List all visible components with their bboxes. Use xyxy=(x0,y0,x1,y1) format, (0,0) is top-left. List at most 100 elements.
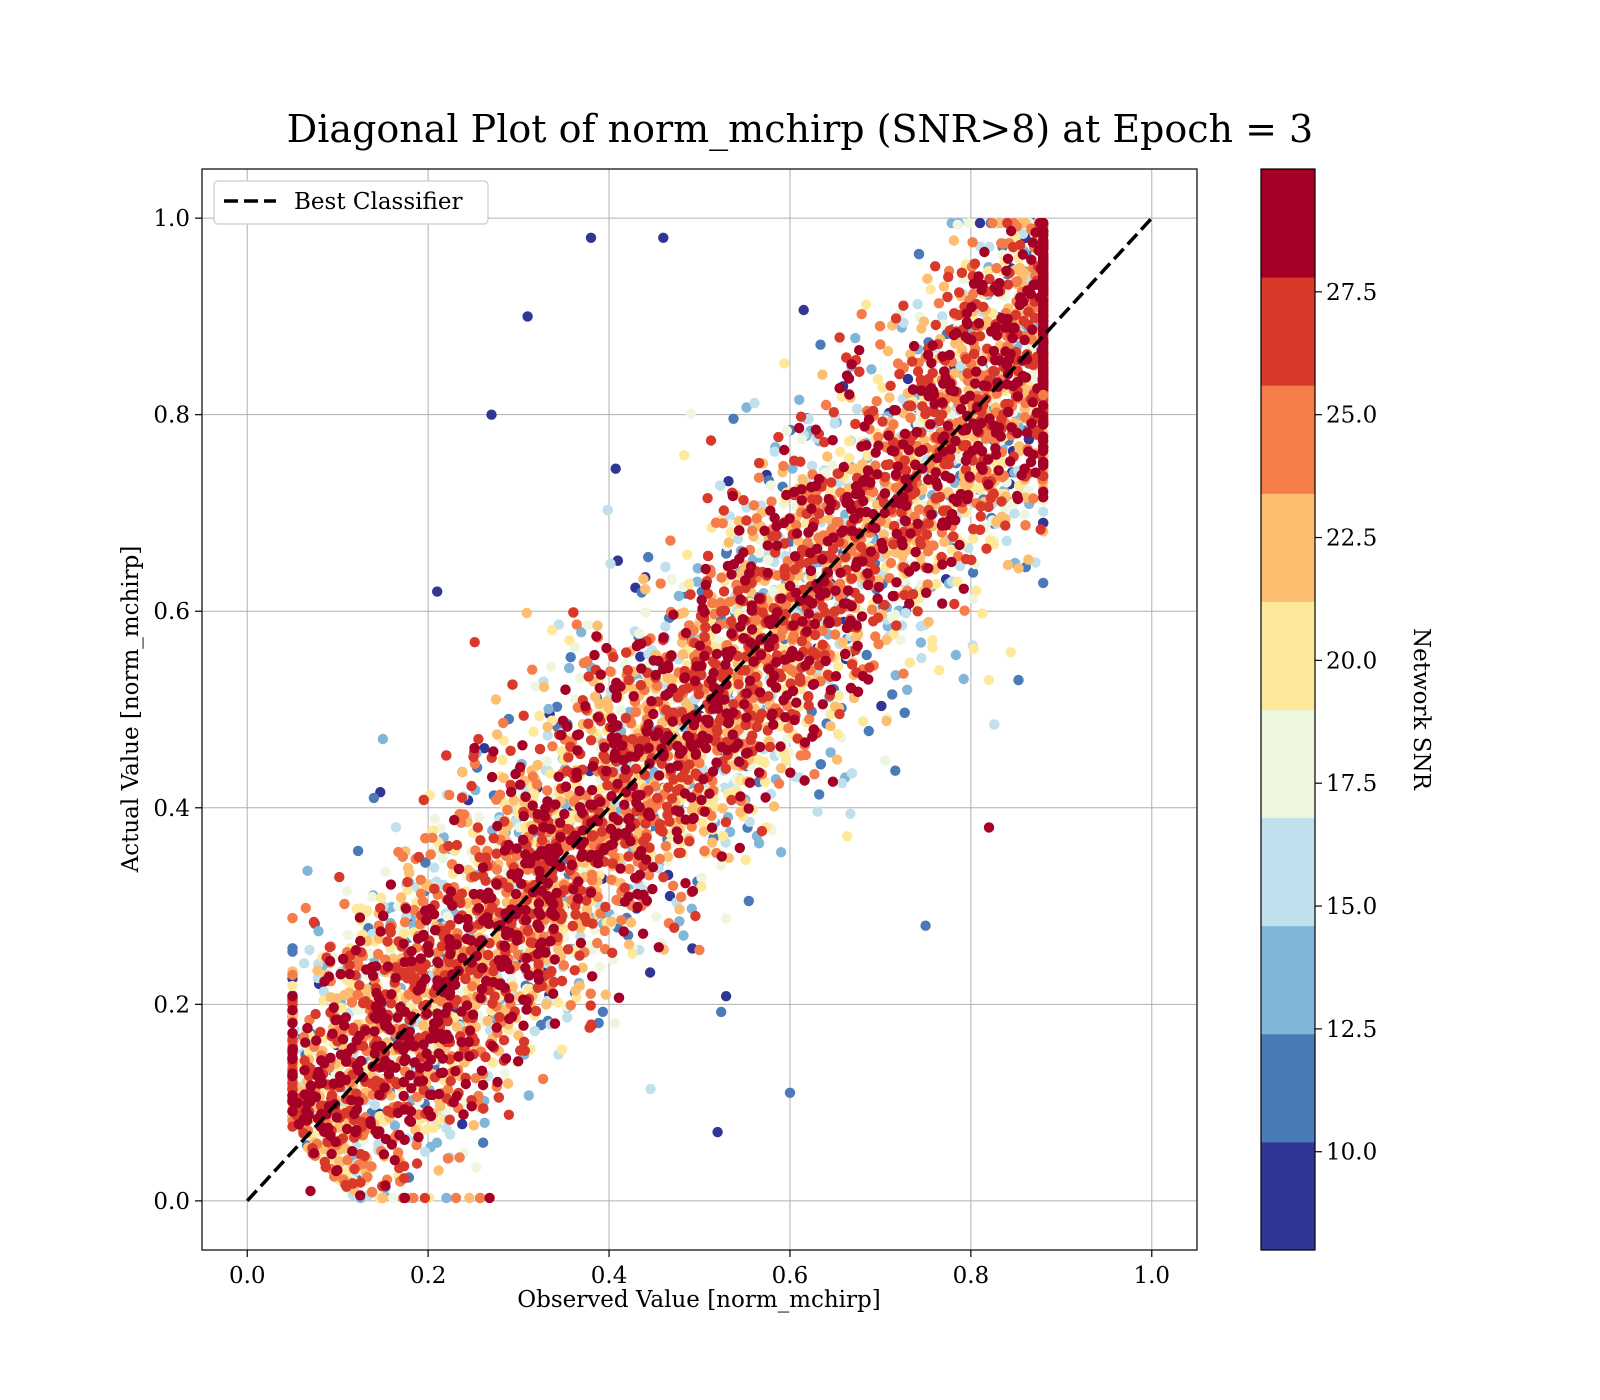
scatter-point xyxy=(768,801,780,812)
scatter-point xyxy=(871,396,882,407)
scatter-point xyxy=(490,694,502,705)
scatter-point xyxy=(640,584,651,595)
scatter-point xyxy=(913,248,925,260)
scatter-point xyxy=(952,576,963,587)
scatter-point xyxy=(429,862,440,873)
scatter-point xyxy=(741,402,752,413)
scatter-point xyxy=(723,537,734,548)
scatter-point xyxy=(817,369,828,380)
scatter-point xyxy=(694,944,705,956)
scatter-point xyxy=(352,845,364,857)
scatter-point xyxy=(441,1122,452,1134)
scatter-point xyxy=(885,557,897,569)
scatter-point xyxy=(916,652,927,664)
scatter-point xyxy=(451,1021,462,1032)
scatter-point xyxy=(861,649,872,661)
scatter-point xyxy=(609,1017,621,1029)
scatter-point xyxy=(546,624,558,636)
scatter-point xyxy=(699,845,710,857)
scatter-point xyxy=(833,690,844,701)
scatter-point xyxy=(991,263,1002,274)
scatter-point xyxy=(815,339,826,350)
scatter-point xyxy=(963,217,974,229)
scatter-point xyxy=(399,928,410,939)
scatter-point xyxy=(562,1012,573,1023)
scatter-point xyxy=(768,586,779,597)
scatter-point xyxy=(904,657,915,668)
scatter-point xyxy=(806,460,818,472)
scatter-point xyxy=(427,832,438,843)
scatter-point xyxy=(487,1057,498,1068)
scatter-point xyxy=(494,789,506,800)
scatter-point xyxy=(377,1192,388,1204)
scatter-point xyxy=(610,463,621,474)
scatter-point xyxy=(876,700,887,712)
scatter-point xyxy=(769,446,780,457)
scatter-point xyxy=(393,846,404,858)
scatter-point xyxy=(1001,535,1012,547)
scatter-point xyxy=(902,684,913,695)
scatter-point xyxy=(403,867,415,879)
scatter-point xyxy=(696,872,707,884)
scatter-point xyxy=(390,822,402,833)
scatter-point xyxy=(748,500,760,511)
scatter-point xyxy=(429,813,441,825)
scatter-point xyxy=(971,585,982,596)
scatter-point xyxy=(937,311,948,322)
scatter-point xyxy=(651,911,662,922)
scatter-point xyxy=(627,683,639,694)
scatter-point xyxy=(342,1155,353,1166)
scatter-point xyxy=(585,988,596,999)
scatter-point xyxy=(332,993,343,1004)
scatter-point xyxy=(552,997,564,1008)
scatter-point xyxy=(858,716,869,727)
scatter-point xyxy=(728,413,739,424)
scatter-point xyxy=(434,1114,445,1125)
scatter-point xyxy=(749,397,760,409)
scatter-point xyxy=(298,958,310,969)
scatter-point xyxy=(814,789,825,800)
chart-title: Diagonal Plot of norm_mchirp (SNR>8) at … xyxy=(287,107,1313,152)
scatter-point xyxy=(380,866,391,878)
scatter-point xyxy=(923,616,934,628)
scatter-point xyxy=(312,965,323,976)
scatter-point xyxy=(417,896,428,907)
scatter-point xyxy=(342,886,353,897)
scatter-point xyxy=(753,838,765,849)
scatter-point xyxy=(991,516,1002,527)
scatter-point xyxy=(900,607,912,619)
scatter-point xyxy=(313,926,324,937)
scatter-point xyxy=(431,1137,443,1148)
scatter-point xyxy=(477,1137,489,1148)
scatter-point xyxy=(778,460,789,472)
scatter-point xyxy=(366,891,378,903)
scatter-point xyxy=(667,880,679,891)
scatter-point xyxy=(594,698,605,710)
scatter-point xyxy=(336,1002,347,1014)
scatter-point xyxy=(968,643,979,654)
scatter-point xyxy=(836,778,848,789)
scatter-point xyxy=(975,484,986,495)
scatter-point xyxy=(616,915,627,926)
scatter-point xyxy=(837,637,848,648)
scatter-point xyxy=(655,578,666,589)
scatter-point xyxy=(829,418,840,429)
scatter-point xyxy=(846,768,858,779)
scatter-point xyxy=(952,219,963,230)
scatter-point xyxy=(918,316,930,327)
scatter-point xyxy=(387,1192,399,1204)
scatter-point xyxy=(569,642,581,653)
scatter-point xyxy=(369,1099,381,1111)
scatter-point xyxy=(743,895,754,907)
scatter-point xyxy=(892,358,904,369)
scatter-point xyxy=(968,533,979,544)
scatter-point xyxy=(1013,563,1024,574)
scatter-point xyxy=(902,373,914,385)
scatter-point xyxy=(697,817,708,828)
scatter-point xyxy=(529,1025,540,1037)
scatter-point xyxy=(545,768,556,779)
scatter-point xyxy=(542,721,553,733)
scatter-point xyxy=(889,609,901,620)
scatter-point xyxy=(832,729,844,740)
